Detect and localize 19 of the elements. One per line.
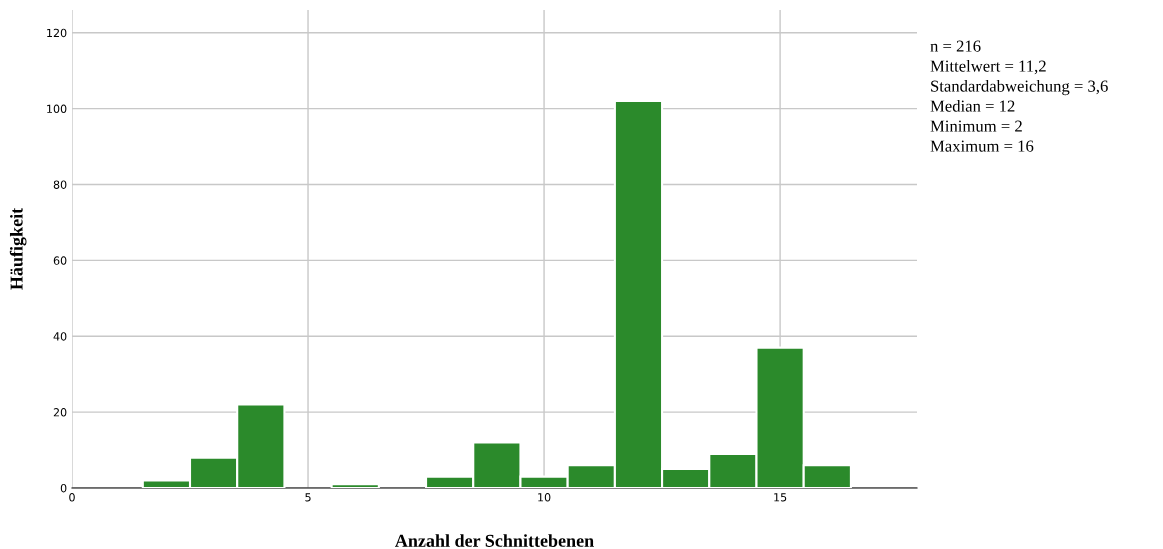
text: n = 216	[930, 40, 981, 52]
text: Minimum = 2	[930, 120, 1022, 132]
y-tick-label: 0	[60, 483, 67, 493]
x-tick-label: 0	[69, 493, 75, 502]
y-axis-title: Häufigkeit	[9, 207, 27, 290]
y-tick-label: 120	[47, 28, 67, 38]
text: Median = 12	[930, 100, 1015, 112]
x-tick-label: 15	[774, 493, 787, 502]
text: Maximum = 16	[930, 140, 1034, 152]
x-axis-title: Anzahl der Schnittebenen	[395, 534, 594, 547]
y-tick-label: 100	[47, 104, 67, 114]
y-tick-label: 80	[53, 180, 67, 189]
x-tick-label: 10	[538, 493, 551, 502]
y-tick-label: 60	[53, 256, 67, 265]
x-tick-label: 5	[305, 493, 311, 502]
text: Mittelwert = 11,2	[930, 60, 1046, 75]
text: Standardabweichung = 3,6	[931, 80, 1108, 96]
y-tick-label: 20	[53, 408, 67, 417]
y-tick-label: 40	[53, 332, 67, 341]
